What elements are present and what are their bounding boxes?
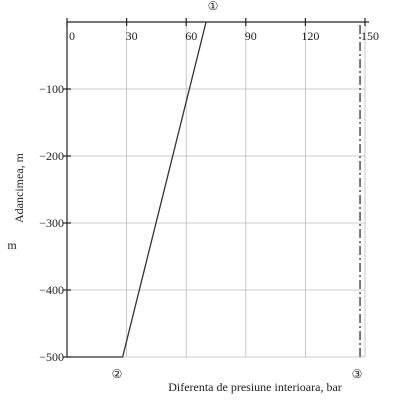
x-tick-label: 120	[301, 29, 319, 43]
x-axis-label: Diferenta de presiune interioara, bar	[168, 380, 342, 394]
data-line	[67, 21, 207, 358]
x-tick-label: 30	[126, 29, 138, 43]
x-tick-label: 150	[361, 29, 379, 43]
annotation: ②	[112, 367, 123, 381]
x-tick-label: 60	[185, 29, 197, 43]
y-tick-label: −300	[39, 216, 64, 230]
annotation: ①	[208, 0, 219, 13]
y-tick-label: −500	[39, 350, 64, 364]
y-tick-label: −100	[39, 82, 64, 96]
y-tick-label: −400	[39, 283, 64, 297]
x-tick-label: 90	[245, 29, 257, 43]
y-axis-label: Adancimea, m	[12, 152, 26, 223]
y-unit-label: m	[7, 238, 17, 252]
x-tick-label: 0	[69, 29, 75, 43]
annotation: ③	[352, 367, 363, 381]
y-tick-label: −200	[39, 149, 64, 163]
